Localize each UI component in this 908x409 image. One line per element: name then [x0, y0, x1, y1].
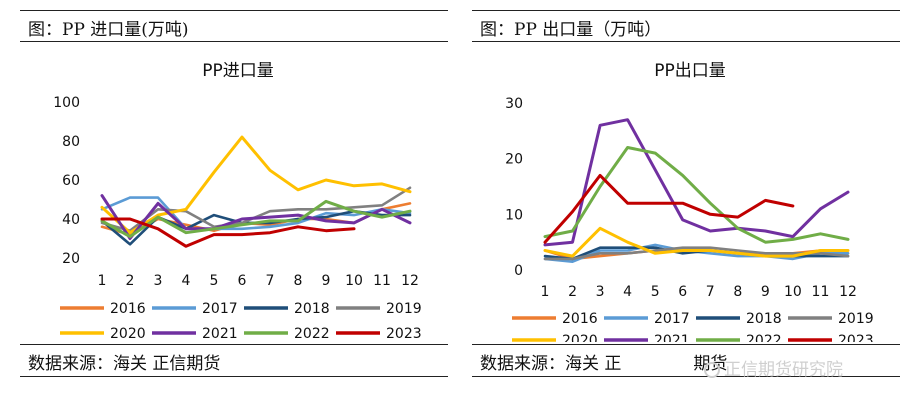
legend-label: 2018	[294, 301, 330, 317]
legend-label: 2019	[838, 311, 874, 327]
series-line-2019	[543, 246, 850, 261]
legend-label: 2023	[838, 333, 874, 342]
x-tick-label: 9	[322, 273, 331, 289]
legend-label: 2016	[110, 301, 146, 317]
x-tick-label: 7	[706, 284, 715, 300]
legend-label: 2020	[110, 326, 146, 342]
x-tick-label: 5	[651, 284, 660, 300]
divider	[472, 344, 900, 345]
chart-title: PP进口量	[202, 61, 274, 81]
y-tick-label: 30	[505, 96, 523, 112]
legend-label: 2019	[386, 301, 422, 317]
wechat-icon	[704, 362, 720, 378]
x-tick-label: 9	[761, 284, 770, 300]
x-tick-label: 7	[266, 273, 275, 289]
legend-label: 2018	[746, 311, 782, 327]
legend-label: 2017	[202, 301, 238, 317]
x-tick-label: 8	[294, 273, 303, 289]
series-line-2022	[543, 146, 850, 244]
x-tick-label: 3	[596, 284, 605, 300]
watermark-text: 正信期货研究院	[724, 360, 843, 380]
divider	[472, 10, 900, 11]
divider	[20, 41, 448, 42]
y-tick-label: 40	[62, 212, 80, 228]
x-tick-label: 1	[541, 284, 550, 300]
y-tick-label: 80	[62, 134, 80, 150]
y-tick-label: 20	[62, 251, 80, 267]
x-tick-label: 5	[210, 273, 219, 289]
x-tick-label: 6	[678, 284, 687, 300]
panel-title: 图：PP 进口量(万吨)	[28, 20, 189, 40]
y-tick-label: 10	[505, 207, 523, 223]
series-line-2022	[100, 199, 412, 239]
x-tick-label: 1	[98, 273, 107, 289]
panel-title: 图：PP 出口量（万吨）	[480, 20, 662, 40]
x-tick-label: 3	[154, 273, 163, 289]
legend-label: 2021	[202, 326, 238, 342]
series-line-2021	[543, 118, 850, 247]
y-tick-label: 20	[505, 152, 523, 168]
x-tick-label: 4	[623, 284, 632, 300]
import-panel: 图：PP 进口量(万吨) PP进口量 20 40 60 80 100 1 2 3 4 5 6 7 8 9 10…	[20, 10, 448, 384]
data-source: 数据来源：海关 正信期货	[28, 354, 221, 374]
watermark: 正信期货研究院	[704, 355, 843, 380]
y-tick-label: 0	[514, 263, 523, 279]
divider	[20, 376, 448, 377]
legend-label: 2022	[746, 333, 782, 342]
x-tick-label: 2	[568, 284, 577, 300]
divider	[20, 10, 448, 11]
chart-title: PP出口量	[654, 61, 726, 81]
x-tick-label: 10	[784, 284, 802, 300]
legend-label: 2023	[386, 326, 422, 342]
x-tick-label: 11	[812, 284, 830, 300]
x-tick-label: 12	[401, 273, 419, 289]
series-line-2023	[543, 173, 795, 244]
series-line-2017	[100, 196, 412, 231]
x-tick-label: 4	[182, 273, 191, 289]
y-tick-label: 60	[62, 173, 80, 189]
legend-label: 2020	[562, 333, 598, 342]
x-tick-label: 2	[126, 273, 135, 289]
x-tick-label: 11	[373, 273, 391, 289]
series-line-2020	[100, 135, 412, 235]
export-panel: 图：PP 出口量（万吨） PP出口量 0 10 20 30 1 2 3 4 5 6 7 8 9 10 11 12…	[472, 10, 900, 384]
legend-label: 2016	[562, 311, 598, 327]
divider	[472, 376, 900, 377]
divider	[20, 344, 448, 345]
legend-label: 2022	[294, 326, 330, 342]
legend-label: 2017	[654, 311, 690, 327]
data-source: 数据来源：海关 正期货	[480, 349, 727, 374]
series-line-2020	[543, 226, 850, 258]
data-source-text: 数据来源：海关 正	[480, 354, 622, 374]
divider	[472, 41, 900, 42]
x-tick-label: 12	[839, 284, 857, 300]
x-tick-label: 8	[733, 284, 742, 300]
y-tick-label: 100	[53, 95, 80, 111]
legend-label: 2021	[654, 333, 690, 342]
x-tick-label: 6	[238, 273, 247, 289]
x-tick-label: 10	[345, 273, 363, 289]
series-line-2023	[100, 217, 356, 248]
series-line-2021	[100, 194, 412, 240]
